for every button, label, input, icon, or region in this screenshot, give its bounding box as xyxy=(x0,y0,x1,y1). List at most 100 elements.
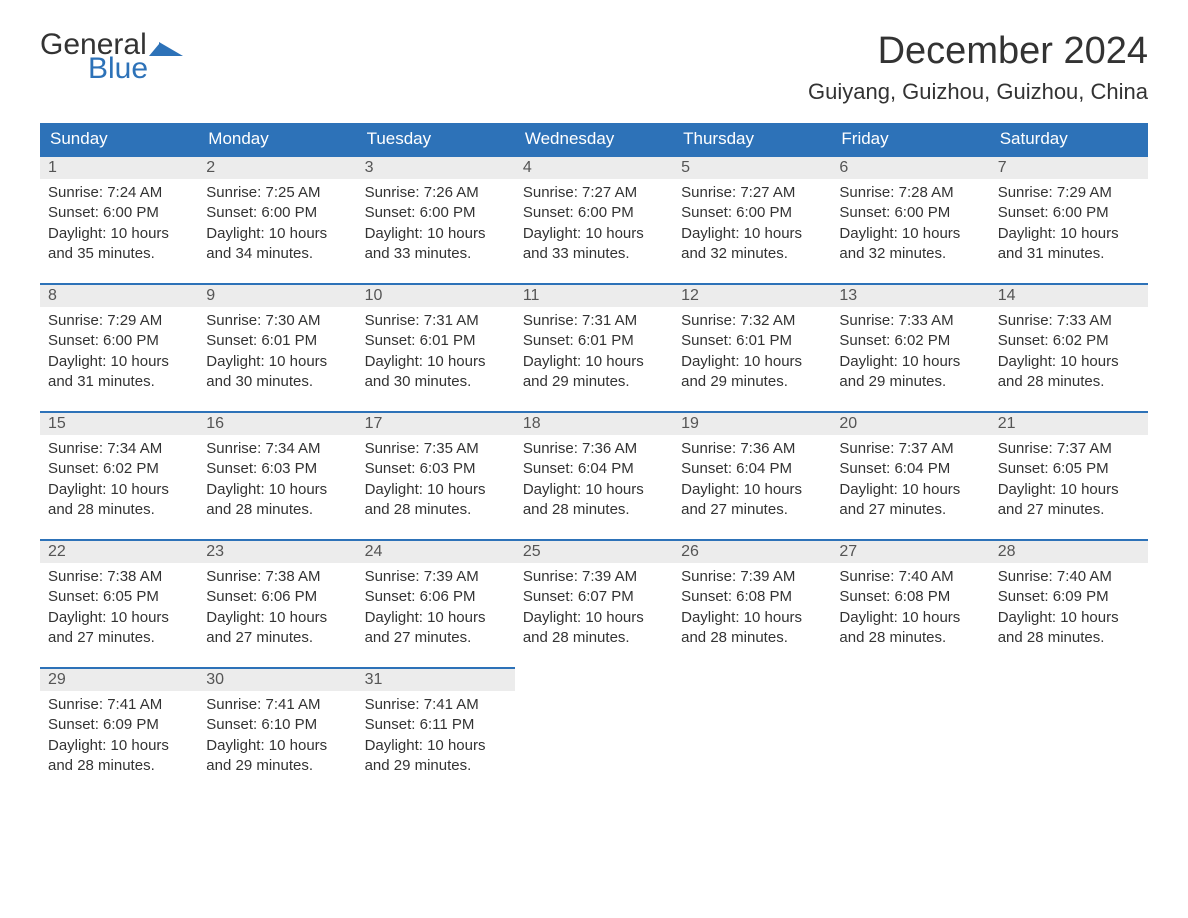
calendar-header-row: SundayMondayTuesdayWednesdayThursdayFrid… xyxy=(40,123,1148,155)
sunrise-line: Sunrise: 7:25 AM xyxy=(206,183,348,203)
sunrise-line: Sunrise: 7:27 AM xyxy=(681,183,823,203)
sunrise-line: Sunrise: 7:41 AM xyxy=(365,695,507,715)
daylight-line: Daylight: 10 hours and 28 minutes. xyxy=(206,480,348,521)
daylight-line: Daylight: 10 hours and 28 minutes. xyxy=(839,608,981,649)
sunset-line: Sunset: 6:04 PM xyxy=(681,459,823,479)
sunrise-line: Sunrise: 7:27 AM xyxy=(523,183,665,203)
sunset-line: Sunset: 6:05 PM xyxy=(998,459,1140,479)
day-details: Sunrise: 7:36 AMSunset: 6:04 PMDaylight:… xyxy=(515,435,673,532)
sunset-line: Sunset: 6:11 PM xyxy=(365,715,507,735)
sunset-line: Sunset: 6:01 PM xyxy=(523,331,665,351)
month-title: December 2024 xyxy=(808,30,1148,73)
day-details: Sunrise: 7:28 AMSunset: 6:00 PMDaylight:… xyxy=(831,179,989,276)
sunset-line: Sunset: 6:00 PM xyxy=(48,203,190,223)
day-details: Sunrise: 7:36 AMSunset: 6:04 PMDaylight:… xyxy=(673,435,831,532)
day-details: Sunrise: 7:34 AMSunset: 6:02 PMDaylight:… xyxy=(40,435,198,532)
sunset-line: Sunset: 6:03 PM xyxy=(365,459,507,479)
sunset-line: Sunset: 6:01 PM xyxy=(681,331,823,351)
day-number: 12 xyxy=(673,285,831,307)
daylight-line: Daylight: 10 hours and 28 minutes. xyxy=(681,608,823,649)
day-details: Sunrise: 7:33 AMSunset: 6:02 PMDaylight:… xyxy=(990,307,1148,404)
daylight-line: Daylight: 10 hours and 29 minutes. xyxy=(206,736,348,777)
daylight-line: Daylight: 10 hours and 29 minutes. xyxy=(681,352,823,393)
sunset-line: Sunset: 6:03 PM xyxy=(206,459,348,479)
calendar-empty-cell xyxy=(673,667,831,795)
calendar-day-cell: 12Sunrise: 7:32 AMSunset: 6:01 PMDayligh… xyxy=(673,283,831,411)
logo-text-blue: Blue xyxy=(88,54,183,84)
daylight-line: Daylight: 10 hours and 27 minutes. xyxy=(839,480,981,521)
daylight-line: Daylight: 10 hours and 27 minutes. xyxy=(998,480,1140,521)
sunrise-line: Sunrise: 7:26 AM xyxy=(365,183,507,203)
day-number: 4 xyxy=(515,157,673,179)
calendar-week-row: 22Sunrise: 7:38 AMSunset: 6:05 PMDayligh… xyxy=(40,539,1148,667)
day-details: Sunrise: 7:26 AMSunset: 6:00 PMDaylight:… xyxy=(357,179,515,276)
day-details: Sunrise: 7:41 AMSunset: 6:10 PMDaylight:… xyxy=(198,691,356,788)
sunset-line: Sunset: 6:08 PM xyxy=(681,587,823,607)
sunrise-line: Sunrise: 7:34 AM xyxy=(206,439,348,459)
calendar-day-cell: 28Sunrise: 7:40 AMSunset: 6:09 PMDayligh… xyxy=(990,539,1148,667)
daylight-line: Daylight: 10 hours and 33 minutes. xyxy=(365,224,507,265)
day-number: 2 xyxy=(198,157,356,179)
day-details: Sunrise: 7:37 AMSunset: 6:04 PMDaylight:… xyxy=(831,435,989,532)
sunset-line: Sunset: 6:02 PM xyxy=(48,459,190,479)
calendar-day-cell: 23Sunrise: 7:38 AMSunset: 6:06 PMDayligh… xyxy=(198,539,356,667)
sunrise-line: Sunrise: 7:39 AM xyxy=(681,567,823,587)
day-number: 31 xyxy=(357,669,515,691)
sunset-line: Sunset: 6:04 PM xyxy=(523,459,665,479)
sunset-line: Sunset: 6:05 PM xyxy=(48,587,190,607)
day-number: 8 xyxy=(40,285,198,307)
day-number: 24 xyxy=(357,541,515,563)
sunset-line: Sunset: 6:00 PM xyxy=(998,203,1140,223)
calendar-day-cell: 22Sunrise: 7:38 AMSunset: 6:05 PMDayligh… xyxy=(40,539,198,667)
daylight-line: Daylight: 10 hours and 28 minutes. xyxy=(998,608,1140,649)
daylight-line: Daylight: 10 hours and 29 minutes. xyxy=(365,736,507,777)
day-number: 26 xyxy=(673,541,831,563)
day-details: Sunrise: 7:37 AMSunset: 6:05 PMDaylight:… xyxy=(990,435,1148,532)
sunrise-line: Sunrise: 7:24 AM xyxy=(48,183,190,203)
day-details: Sunrise: 7:29 AMSunset: 6:00 PMDaylight:… xyxy=(40,307,198,404)
daylight-line: Daylight: 10 hours and 32 minutes. xyxy=(839,224,981,265)
day-details: Sunrise: 7:35 AMSunset: 6:03 PMDaylight:… xyxy=(357,435,515,532)
weekday-header: Tuesday xyxy=(357,123,515,155)
sunset-line: Sunset: 6:09 PM xyxy=(998,587,1140,607)
weekday-header: Wednesday xyxy=(515,123,673,155)
day-details: Sunrise: 7:39 AMSunset: 6:08 PMDaylight:… xyxy=(673,563,831,660)
sunset-line: Sunset: 6:00 PM xyxy=(206,203,348,223)
day-number: 11 xyxy=(515,285,673,307)
calendar-day-cell: 9Sunrise: 7:30 AMSunset: 6:01 PMDaylight… xyxy=(198,283,356,411)
day-details: Sunrise: 7:25 AMSunset: 6:00 PMDaylight:… xyxy=(198,179,356,276)
daylight-line: Daylight: 10 hours and 27 minutes. xyxy=(365,608,507,649)
sunset-line: Sunset: 6:06 PM xyxy=(365,587,507,607)
day-details: Sunrise: 7:38 AMSunset: 6:05 PMDaylight:… xyxy=(40,563,198,660)
daylight-line: Daylight: 10 hours and 28 minutes. xyxy=(48,736,190,777)
day-details: Sunrise: 7:41 AMSunset: 6:09 PMDaylight:… xyxy=(40,691,198,788)
sunset-line: Sunset: 6:00 PM xyxy=(523,203,665,223)
calendar-day-cell: 25Sunrise: 7:39 AMSunset: 6:07 PMDayligh… xyxy=(515,539,673,667)
day-number: 1 xyxy=(40,157,198,179)
calendar-day-cell: 18Sunrise: 7:36 AMSunset: 6:04 PMDayligh… xyxy=(515,411,673,539)
day-details: Sunrise: 7:32 AMSunset: 6:01 PMDaylight:… xyxy=(673,307,831,404)
calendar-day-cell: 26Sunrise: 7:39 AMSunset: 6:08 PMDayligh… xyxy=(673,539,831,667)
calendar-day-cell: 17Sunrise: 7:35 AMSunset: 6:03 PMDayligh… xyxy=(357,411,515,539)
calendar-day-cell: 5Sunrise: 7:27 AMSunset: 6:00 PMDaylight… xyxy=(673,155,831,283)
day-number: 6 xyxy=(831,157,989,179)
day-number: 30 xyxy=(198,669,356,691)
calendar-day-cell: 27Sunrise: 7:40 AMSunset: 6:08 PMDayligh… xyxy=(831,539,989,667)
title-block: December 2024 Guiyang, Guizhou, Guizhou,… xyxy=(808,30,1148,105)
calendar-empty-cell xyxy=(990,667,1148,795)
day-details: Sunrise: 7:27 AMSunset: 6:00 PMDaylight:… xyxy=(673,179,831,276)
day-number: 15 xyxy=(40,413,198,435)
sunrise-line: Sunrise: 7:36 AM xyxy=(523,439,665,459)
calendar-day-cell: 8Sunrise: 7:29 AMSunset: 6:00 PMDaylight… xyxy=(40,283,198,411)
sunrise-line: Sunrise: 7:28 AM xyxy=(839,183,981,203)
daylight-line: Daylight: 10 hours and 34 minutes. xyxy=(206,224,348,265)
daylight-line: Daylight: 10 hours and 32 minutes. xyxy=(681,224,823,265)
location-text: Guiyang, Guizhou, Guizhou, China xyxy=(808,79,1148,105)
weekday-header: Monday xyxy=(198,123,356,155)
weekday-header: Thursday xyxy=(673,123,831,155)
sunrise-line: Sunrise: 7:39 AM xyxy=(523,567,665,587)
day-number: 5 xyxy=(673,157,831,179)
calendar-day-cell: 1Sunrise: 7:24 AMSunset: 6:00 PMDaylight… xyxy=(40,155,198,283)
day-details: Sunrise: 7:31 AMSunset: 6:01 PMDaylight:… xyxy=(515,307,673,404)
daylight-line: Daylight: 10 hours and 33 minutes. xyxy=(523,224,665,265)
